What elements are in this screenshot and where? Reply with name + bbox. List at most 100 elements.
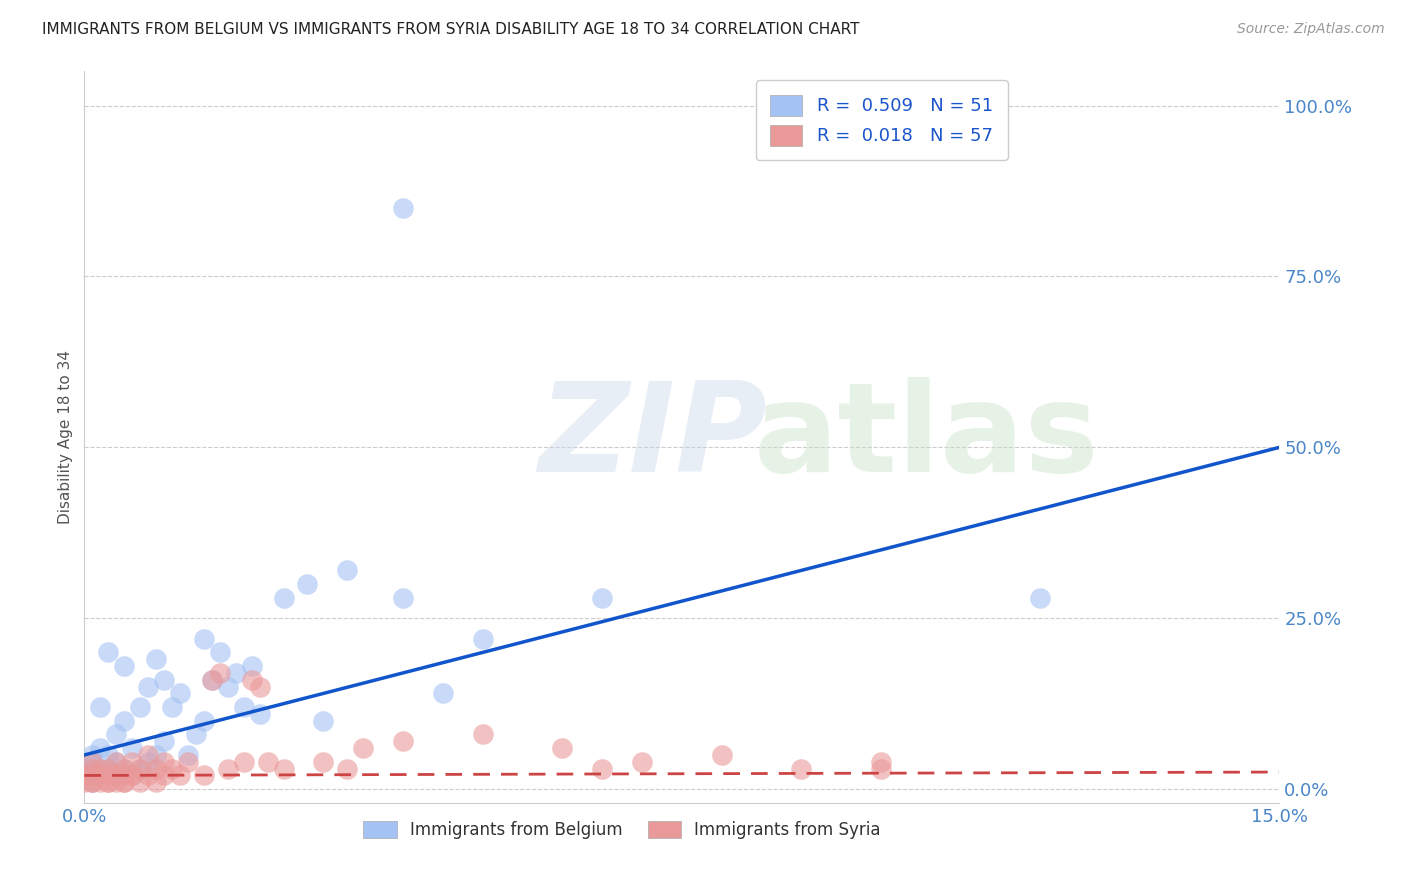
Point	[217, 762, 239, 776]
Point	[105, 775, 128, 789]
Point	[105, 768, 128, 782]
Point	[112, 762, 135, 776]
Point	[177, 755, 200, 769]
Text: ZIP: ZIP	[538, 376, 768, 498]
Text: IMMIGRANTS FROM BELGIUM VS IMMIGRANTS FROM SYRIA DISABILITY AGE 18 TO 34 CORRELA: IMMIGRANTS FROM BELGIUM VS IMMIGRANTS FR…	[42, 22, 859, 37]
Point	[1029, 591, 1052, 605]
Point	[273, 762, 295, 776]
Point	[136, 680, 159, 694]
Point	[352, 741, 374, 756]
Point	[208, 665, 231, 680]
Point	[105, 768, 128, 782]
Point	[432, 686, 454, 700]
Point	[82, 755, 104, 769]
Point	[97, 775, 120, 789]
Point	[208, 645, 231, 659]
Point	[82, 768, 104, 782]
Point	[136, 768, 159, 782]
Point	[256, 755, 278, 769]
Point	[112, 762, 135, 776]
Point	[217, 680, 239, 694]
Point	[193, 768, 215, 782]
Point	[89, 762, 111, 776]
Y-axis label: Disability Age 18 to 34: Disability Age 18 to 34	[58, 350, 73, 524]
Point	[145, 747, 167, 762]
Point	[136, 755, 159, 769]
Point	[193, 714, 215, 728]
Point	[870, 762, 893, 776]
Point	[169, 686, 191, 700]
Point	[82, 775, 104, 789]
Point	[82, 747, 104, 762]
Point	[82, 762, 104, 776]
Point	[129, 700, 152, 714]
Point	[392, 591, 415, 605]
Point	[297, 577, 319, 591]
Point	[112, 659, 135, 673]
Legend: Immigrants from Belgium, Immigrants from Syria: Immigrants from Belgium, Immigrants from…	[357, 814, 887, 846]
Point	[232, 755, 254, 769]
Point	[249, 680, 271, 694]
Point	[73, 768, 96, 782]
Point	[392, 201, 415, 215]
Point	[97, 645, 120, 659]
Point	[97, 775, 120, 789]
Point	[112, 714, 135, 728]
Point	[89, 741, 111, 756]
Point	[121, 741, 143, 756]
Point	[790, 762, 813, 776]
Point	[121, 768, 143, 782]
Point	[169, 768, 191, 782]
Point	[153, 755, 176, 769]
Point	[82, 755, 104, 769]
Point	[129, 762, 152, 776]
Point	[89, 768, 111, 782]
Point	[160, 700, 183, 714]
Point	[273, 591, 295, 605]
Point	[591, 591, 613, 605]
Point	[89, 762, 111, 776]
Point	[336, 563, 359, 577]
Text: Source: ZipAtlas.com: Source: ZipAtlas.com	[1237, 22, 1385, 37]
Point	[89, 768, 111, 782]
Point	[129, 775, 152, 789]
Point	[336, 762, 359, 776]
Point	[392, 734, 415, 748]
Point	[97, 747, 120, 762]
Point	[89, 775, 111, 789]
Point	[82, 775, 104, 789]
Point	[312, 714, 335, 728]
Point	[240, 673, 263, 687]
Point	[184, 727, 207, 741]
Point	[240, 659, 263, 673]
Point	[105, 727, 128, 741]
Point	[225, 665, 247, 680]
Point	[551, 741, 574, 756]
Text: atlas: atlas	[754, 376, 1099, 498]
Point	[129, 762, 152, 776]
Point	[631, 755, 654, 769]
Point	[193, 632, 215, 646]
Point	[145, 775, 167, 789]
Point	[201, 673, 224, 687]
Point	[591, 762, 613, 776]
Point	[73, 775, 96, 789]
Point	[82, 775, 104, 789]
Point	[710, 747, 733, 762]
Point	[145, 762, 167, 776]
Point	[232, 700, 254, 714]
Point	[312, 755, 335, 769]
Point	[82, 768, 104, 782]
Point	[153, 734, 176, 748]
Point	[249, 706, 271, 721]
Point	[177, 747, 200, 762]
Point	[153, 673, 176, 687]
Point	[105, 755, 128, 769]
Point	[82, 762, 104, 776]
Point	[89, 700, 111, 714]
Point	[97, 762, 120, 776]
Point	[870, 755, 893, 769]
Point	[112, 775, 135, 789]
Point	[73, 768, 96, 782]
Point	[136, 747, 159, 762]
